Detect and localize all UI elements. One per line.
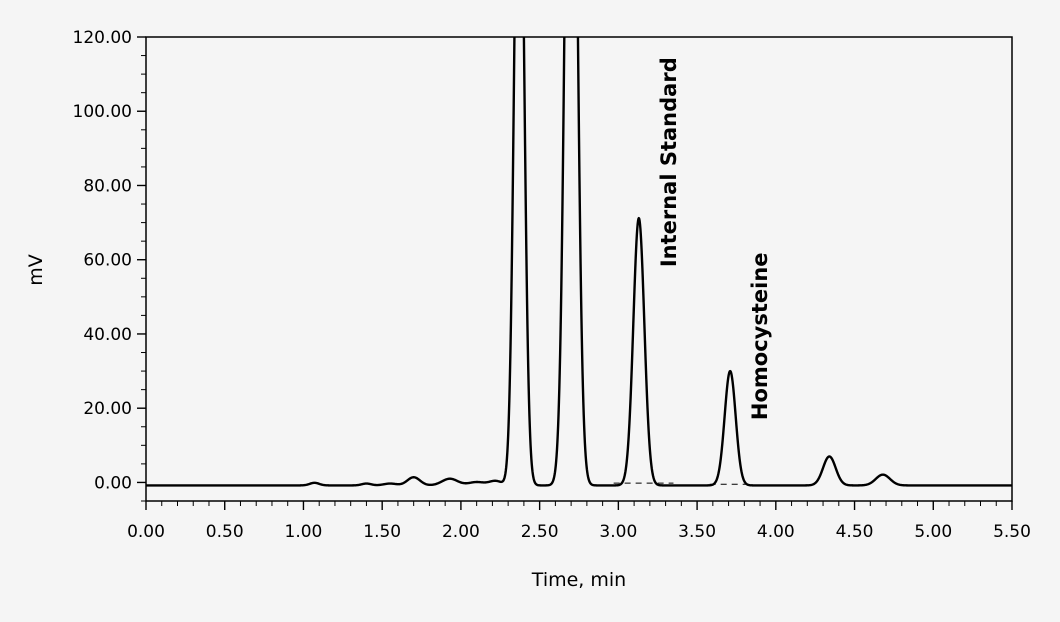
y-tick-label: 40.00: [83, 325, 132, 345]
x-tick-label: 0.00: [127, 522, 165, 542]
y-tick-label: 100.00: [73, 102, 132, 122]
x-tick-label: 3.50: [678, 522, 716, 542]
integration-baselines: [613, 482, 753, 485]
chromatogram-trace: [146, 37, 1012, 487]
peak-label: Homocysteine: [748, 252, 772, 420]
x-axis-title: Time, min: [531, 569, 626, 591]
y-axis-title: mV: [25, 254, 47, 286]
y-tick-label: 0.00: [94, 473, 132, 493]
y-axis-ticks: 0.00 20.00 40.00 60.00 80.00 100.00 120.00: [73, 28, 146, 502]
peak-label: Internal Standard: [657, 57, 681, 267]
x-tick-label: 4.50: [836, 522, 874, 542]
x-tick-label: 2.00: [442, 522, 480, 542]
peak-annotations: Internal Standard Homocysteine: [657, 57, 772, 420]
y-tick-label: 120.00: [73, 28, 132, 48]
x-tick-label: 0.50: [206, 522, 244, 542]
y-tick-label: 20.00: [83, 399, 132, 419]
y-tick-label: 60.00: [83, 251, 132, 271]
x-tick-label: 1.00: [285, 522, 323, 542]
x-tick-label: 4.00: [757, 522, 795, 542]
x-tick-label: 1.50: [363, 522, 401, 542]
x-tick-label: 2.50: [521, 522, 559, 542]
x-tick-label: 5.00: [914, 522, 952, 542]
plot-frame: [145, 36, 1013, 502]
y-tick-label: 80.00: [83, 176, 132, 196]
x-tick-label: 5.50: [993, 522, 1031, 542]
x-axis-ticks: 0.00 0.50 1.00 1.50 2.00 2.50 3.00 3.50 4.00 4.50…: [127, 501, 1031, 542]
x-tick-label: 3.00: [599, 522, 637, 542]
